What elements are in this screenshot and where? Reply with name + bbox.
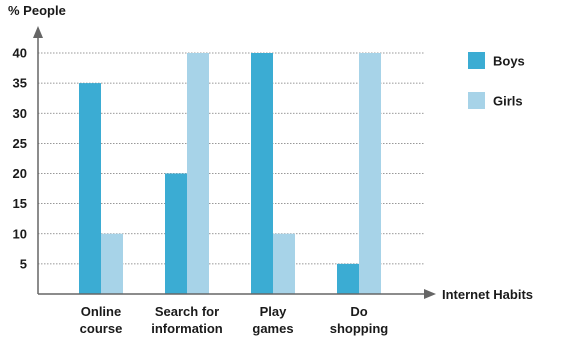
y-tick-labels: 5 10 15 20 25 30 35 40 xyxy=(13,46,27,272)
x-category-label: Play games xyxy=(252,304,293,336)
bar-girls xyxy=(273,233,295,294)
legend-label-girls: Girls xyxy=(493,94,523,109)
legend-swatch-girls xyxy=(468,92,485,109)
x-axis-arrow xyxy=(424,289,436,299)
y-axis-title: % People xyxy=(8,3,66,18)
y-tick-label: 25 xyxy=(13,136,27,151)
x-category-label: Online course xyxy=(80,304,123,336)
y-tick-label: 20 xyxy=(13,166,27,181)
bar-boys xyxy=(251,53,273,294)
bar-girls xyxy=(101,233,123,294)
x-axis-title: Internet Habits xyxy=(442,287,533,302)
bar-girls xyxy=(187,53,209,294)
y-tick-label: 30 xyxy=(13,106,27,121)
legend-swatch-boys xyxy=(468,52,485,69)
y-tick-label: 5 xyxy=(20,256,27,271)
y-tick-label: 35 xyxy=(13,76,27,91)
bar-boys xyxy=(165,173,187,294)
legend-label-boys: Boys xyxy=(493,54,525,69)
y-axis-arrow xyxy=(33,26,43,38)
y-tick-label: 15 xyxy=(13,196,27,211)
x-category-label: Search for information xyxy=(151,304,223,336)
x-category-label: Do shopping xyxy=(330,304,389,336)
bars xyxy=(79,53,381,294)
bar-girls xyxy=(359,53,381,294)
y-tick-label: 10 xyxy=(13,226,27,241)
y-tick-label: 40 xyxy=(13,46,27,61)
x-category-labels: Online course Search for information Play gam… xyxy=(80,304,389,336)
legend: Boys Girls xyxy=(468,52,525,109)
bar-boys xyxy=(337,263,359,294)
bar-boys xyxy=(79,83,101,294)
